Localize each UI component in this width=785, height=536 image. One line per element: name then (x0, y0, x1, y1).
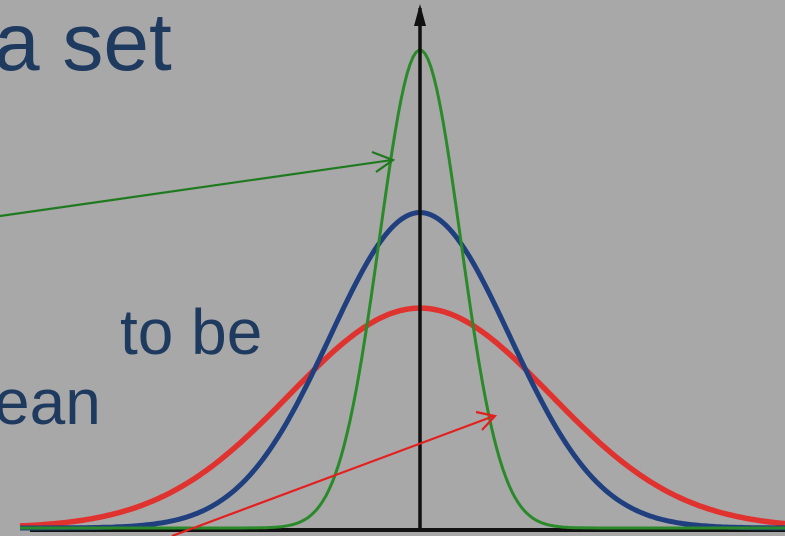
arrow-head-icon (371, 150, 396, 173)
wide-curve (19, 305, 785, 529)
narrow-curve (20, 48, 785, 530)
body-text-fragment-2: ean (0, 366, 101, 438)
wide-curve-pointer (171, 410, 498, 536)
heading-fragment: a set (0, 0, 172, 88)
medium-curve (20, 210, 785, 531)
axis-arrowhead-icon (414, 4, 426, 26)
narrow-curve-pointer (0, 150, 396, 218)
body-text-fragment-1: to be (120, 296, 263, 368)
curve-layer (19, 48, 785, 531)
arrow-head-icon (475, 410, 498, 431)
